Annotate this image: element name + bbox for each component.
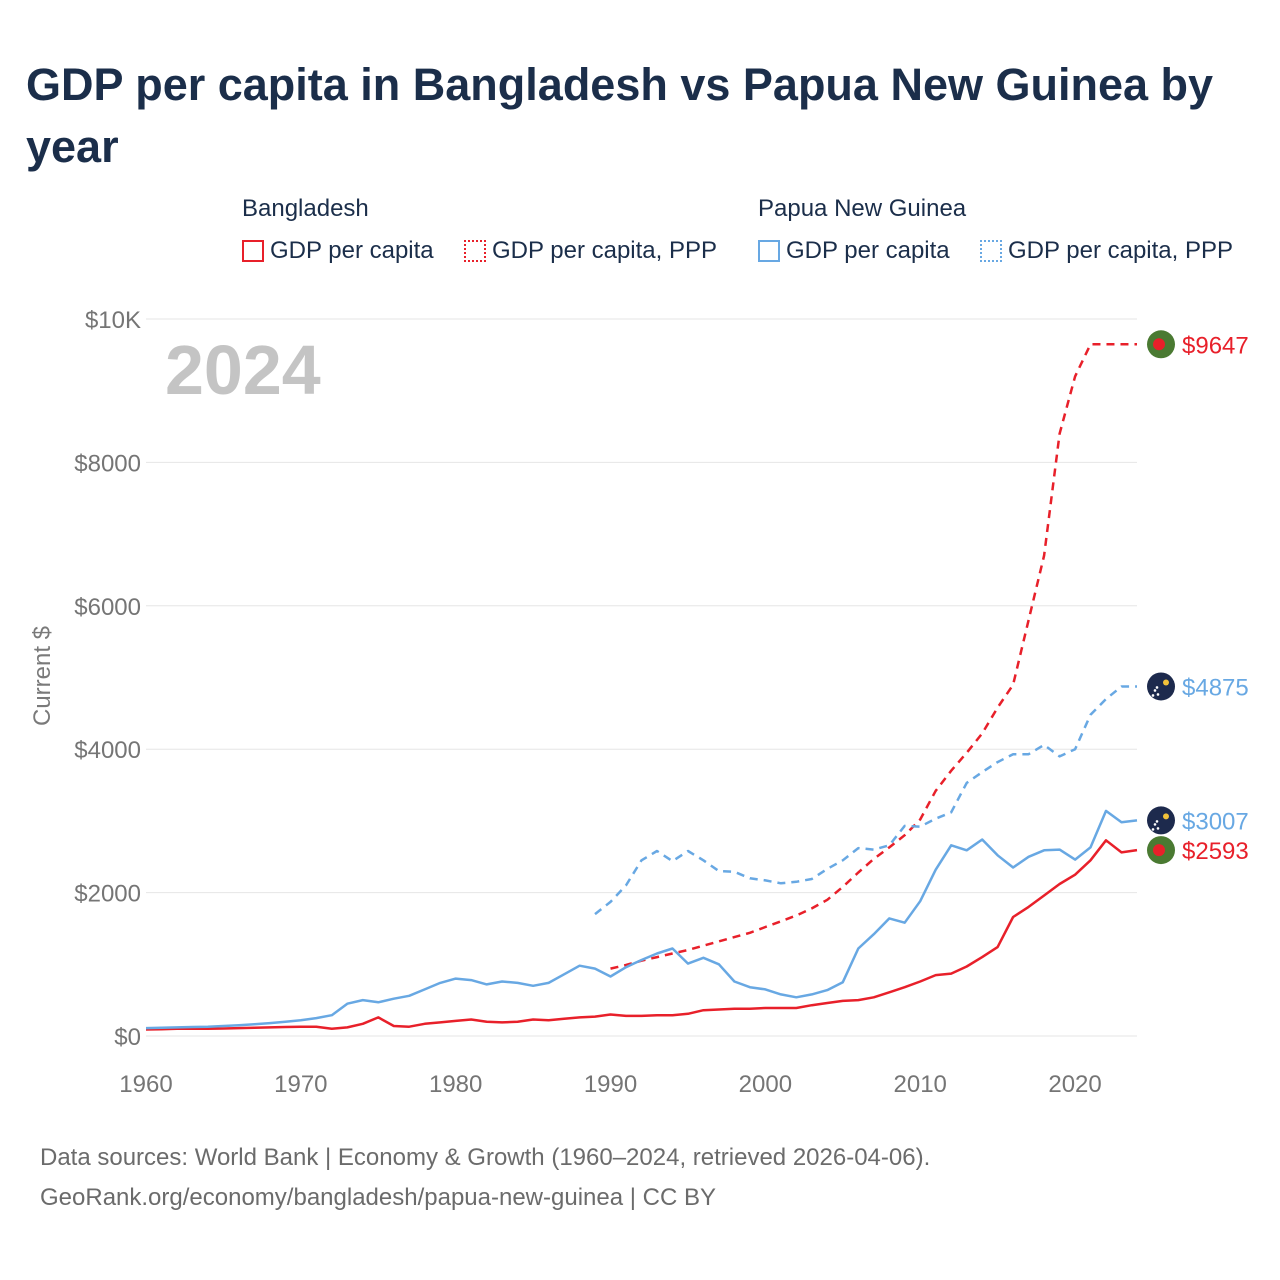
source-note: Data sources: World Bank | Economy & Gro… <box>40 1144 931 1171</box>
y-tick-label: $4000 <box>74 737 141 764</box>
y-tick-label: $2000 <box>74 881 141 908</box>
x-tick-label: 1960 <box>119 1071 172 1098</box>
legend-group-bangladesh: Bangladesh <box>242 195 369 222</box>
series-line-3 <box>594 685 1137 916</box>
series-line-0 <box>145 839 1138 1031</box>
flag-png-icon <box>1147 806 1175 835</box>
y-tick-label: $8000 <box>74 450 141 477</box>
year-watermark: 2024 <box>165 331 321 409</box>
flag-star <box>1151 828 1155 831</box>
line-chart: 2024 $0 $2000 $4000 $6000 $8000 $10K 1960 1970… <box>29 307 1249 1098</box>
x-tick-label: 2000 <box>739 1071 792 1098</box>
y-axis-label: Current $ <box>29 626 56 726</box>
end-marker-1 <box>1147 330 1175 359</box>
end-value-label: $2593 <box>1182 838 1249 865</box>
legend-group-png: Papua New Guinea <box>758 195 967 222</box>
flag-star <box>1156 693 1160 696</box>
end-marker-3 <box>1147 672 1175 701</box>
legend-swatch-solid-blue <box>758 240 780 262</box>
flag-star <box>1153 689 1157 692</box>
y-tick-label: $6000 <box>74 594 141 621</box>
legend-label: GDP per capita <box>270 237 434 264</box>
end-marker-0 <box>1147 836 1175 865</box>
end-marker-2 <box>1147 806 1175 835</box>
x-tick-label: 2010 <box>894 1071 947 1098</box>
flag-star <box>1153 823 1157 826</box>
flag-png-icon <box>1147 672 1175 701</box>
legend-swatch-dotted-red <box>464 240 486 262</box>
source-url: GeoRank.org/economy/bangladesh/papua-new… <box>40 1184 716 1211</box>
x-tick-label: 1990 <box>584 1071 637 1098</box>
flag-star <box>1156 827 1160 830</box>
legend-item-png-gdp-ppp[interactable]: GDP per capita, PPP <box>980 237 1233 265</box>
end-value-label: $3007 <box>1182 808 1249 835</box>
legend-swatch-solid-red <box>242 240 264 262</box>
legend-swatch-dotted-blue <box>980 240 1002 262</box>
legend-item-png-gdp[interactable]: GDP per capita <box>758 237 950 265</box>
end-value-label: $9647 <box>1182 332 1249 359</box>
legend-label: GDP per capita <box>786 237 950 264</box>
series-line-1 <box>610 343 1137 970</box>
flag-star <box>1151 694 1155 697</box>
end-value-label: $4875 <box>1182 674 1249 701</box>
y-tick-label: $0 <box>114 1024 141 1051</box>
flag-bird <box>1163 679 1169 686</box>
series-line-2 <box>145 809 1138 1030</box>
x-tick-label: 1980 <box>429 1071 482 1098</box>
flag-disc <box>1153 844 1165 857</box>
flag-star <box>1155 820 1159 823</box>
flag-star <box>1155 686 1159 689</box>
legend-label: GDP per capita, PPP <box>492 237 717 264</box>
legend-label: GDP per capita, PPP <box>1008 237 1233 264</box>
x-tick-label: 1970 <box>274 1071 327 1098</box>
flag-bird <box>1163 813 1169 820</box>
footer: Data sources: World Bank | Economy & Gro… <box>40 1138 930 1218</box>
x-tick-label: 2020 <box>1048 1071 1101 1098</box>
flag-disc <box>1153 338 1165 351</box>
legend-item-bangladesh-gdp[interactable]: GDP per capita <box>242 237 434 265</box>
legend-item-bangladesh-gdp-ppp[interactable]: GDP per capita, PPP <box>464 237 717 265</box>
page-title: GDP per capita in Bangladesh vs Papua Ne… <box>26 59 1214 172</box>
y-tick-label: $10K <box>85 307 141 334</box>
